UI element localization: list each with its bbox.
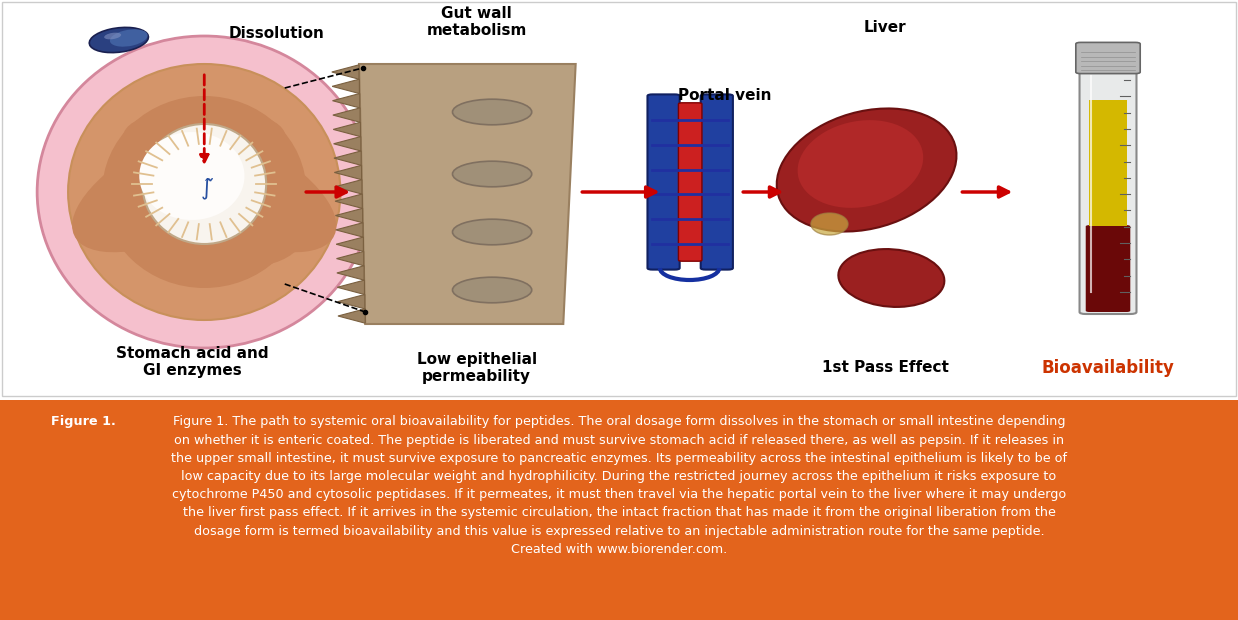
Polygon shape <box>333 108 360 122</box>
Polygon shape <box>333 136 360 151</box>
FancyBboxPatch shape <box>1076 42 1140 74</box>
Text: Liver: Liver <box>864 20 906 35</box>
Polygon shape <box>333 122 360 136</box>
Ellipse shape <box>72 116 287 252</box>
Text: Stomach acid and
GI enzymes: Stomach acid and GI enzymes <box>115 346 269 378</box>
Ellipse shape <box>139 132 245 220</box>
FancyBboxPatch shape <box>1080 62 1136 314</box>
Polygon shape <box>359 64 576 324</box>
Ellipse shape <box>89 27 149 53</box>
Text: Low epithelial
permeability: Low epithelial permeability <box>416 352 537 384</box>
Circle shape <box>453 99 532 125</box>
Ellipse shape <box>811 213 848 235</box>
Text: Bioavailability: Bioavailability <box>1041 359 1175 377</box>
Polygon shape <box>334 180 361 194</box>
Text: Figure 1. The path to systemic oral bioavailability for peptides. The oral dosag: Figure 1. The path to systemic oral bioa… <box>171 415 1067 556</box>
Circle shape <box>453 161 532 187</box>
Polygon shape <box>334 166 361 180</box>
Text: Figure 1.: Figure 1. <box>51 415 115 428</box>
Ellipse shape <box>37 36 371 348</box>
Circle shape <box>453 277 532 303</box>
Ellipse shape <box>68 64 340 320</box>
Text: Dissolution: Dissolution <box>229 27 324 42</box>
Ellipse shape <box>110 29 147 46</box>
Polygon shape <box>338 294 365 309</box>
FancyBboxPatch shape <box>1086 225 1130 312</box>
Polygon shape <box>337 251 364 266</box>
FancyBboxPatch shape <box>1089 100 1127 226</box>
Polygon shape <box>337 237 364 252</box>
Polygon shape <box>337 280 364 294</box>
Polygon shape <box>332 79 359 94</box>
Polygon shape <box>334 151 361 166</box>
Ellipse shape <box>102 96 307 288</box>
Polygon shape <box>332 65 359 79</box>
FancyBboxPatch shape <box>678 103 702 261</box>
Ellipse shape <box>142 124 266 244</box>
Polygon shape <box>335 194 363 208</box>
Ellipse shape <box>104 33 121 39</box>
Polygon shape <box>338 309 365 323</box>
Text: ∫̃: ∫̃ <box>201 177 213 199</box>
Ellipse shape <box>797 120 924 208</box>
FancyBboxPatch shape <box>647 94 680 270</box>
Polygon shape <box>335 208 363 223</box>
Ellipse shape <box>776 108 957 231</box>
Ellipse shape <box>838 249 945 307</box>
Polygon shape <box>333 94 360 108</box>
Text: 1st Pass Effect: 1st Pass Effect <box>822 360 948 376</box>
Text: Gut wall
metabolism: Gut wall metabolism <box>426 6 527 38</box>
Ellipse shape <box>125 141 308 267</box>
Polygon shape <box>335 223 363 237</box>
FancyBboxPatch shape <box>701 94 733 270</box>
Circle shape <box>453 219 532 245</box>
Text: Portal vein: Portal vein <box>678 89 773 104</box>
Polygon shape <box>337 266 364 280</box>
Ellipse shape <box>121 116 337 252</box>
